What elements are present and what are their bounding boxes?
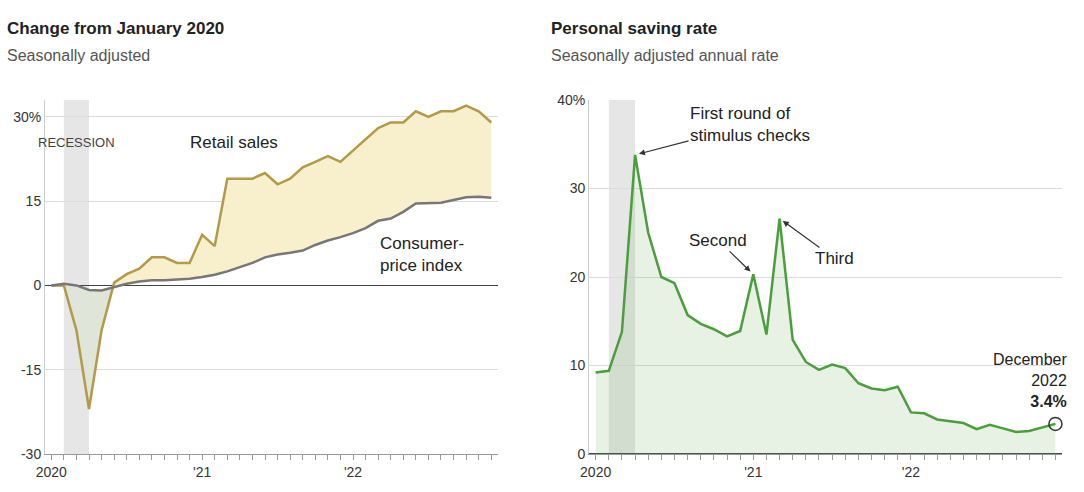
svg-text:15: 15 (26, 193, 42, 209)
svg-text:Retail sales: Retail sales (190, 133, 278, 152)
svg-text:30: 30 (570, 180, 586, 196)
svg-text:2020: 2020 (36, 464, 67, 480)
svg-text:First round ofstimulus checks: First round ofstimulus checks (690, 104, 810, 145)
svg-text:Change from January 2020: Change from January 2020 (7, 19, 224, 38)
svg-text:Consumer-price index: Consumer-price index (380, 234, 464, 275)
svg-text:2020: 2020 (580, 464, 611, 480)
svg-text:'21: '21 (744, 464, 762, 480)
svg-text:Second: Second (689, 231, 747, 250)
svg-text:Seasonally adjusted: Seasonally adjusted (7, 47, 150, 64)
svg-text:10: 10 (570, 357, 586, 373)
svg-text:0: 0 (33, 277, 41, 293)
svg-text:-30: -30 (21, 446, 41, 462)
svg-text:'22: '22 (344, 464, 362, 480)
svg-text:December20223.4%: December20223.4% (993, 351, 1067, 410)
svg-text:Personal saving rate: Personal saving rate (551, 19, 717, 38)
svg-text:RECESSION: RECESSION (38, 135, 115, 150)
svg-text:-15: -15 (21, 362, 41, 378)
svg-text:20: 20 (570, 269, 586, 285)
svg-text:'22: '22 (902, 464, 920, 480)
svg-text:40%: 40% (557, 92, 585, 108)
svg-text:'21: '21 (193, 464, 211, 480)
svg-text:Third: Third (815, 249, 854, 268)
svg-text:Seasonally adjusted annual rat: Seasonally adjusted annual rate (551, 47, 779, 64)
svg-text:30%: 30% (13, 109, 41, 125)
svg-text:0: 0 (577, 446, 585, 462)
